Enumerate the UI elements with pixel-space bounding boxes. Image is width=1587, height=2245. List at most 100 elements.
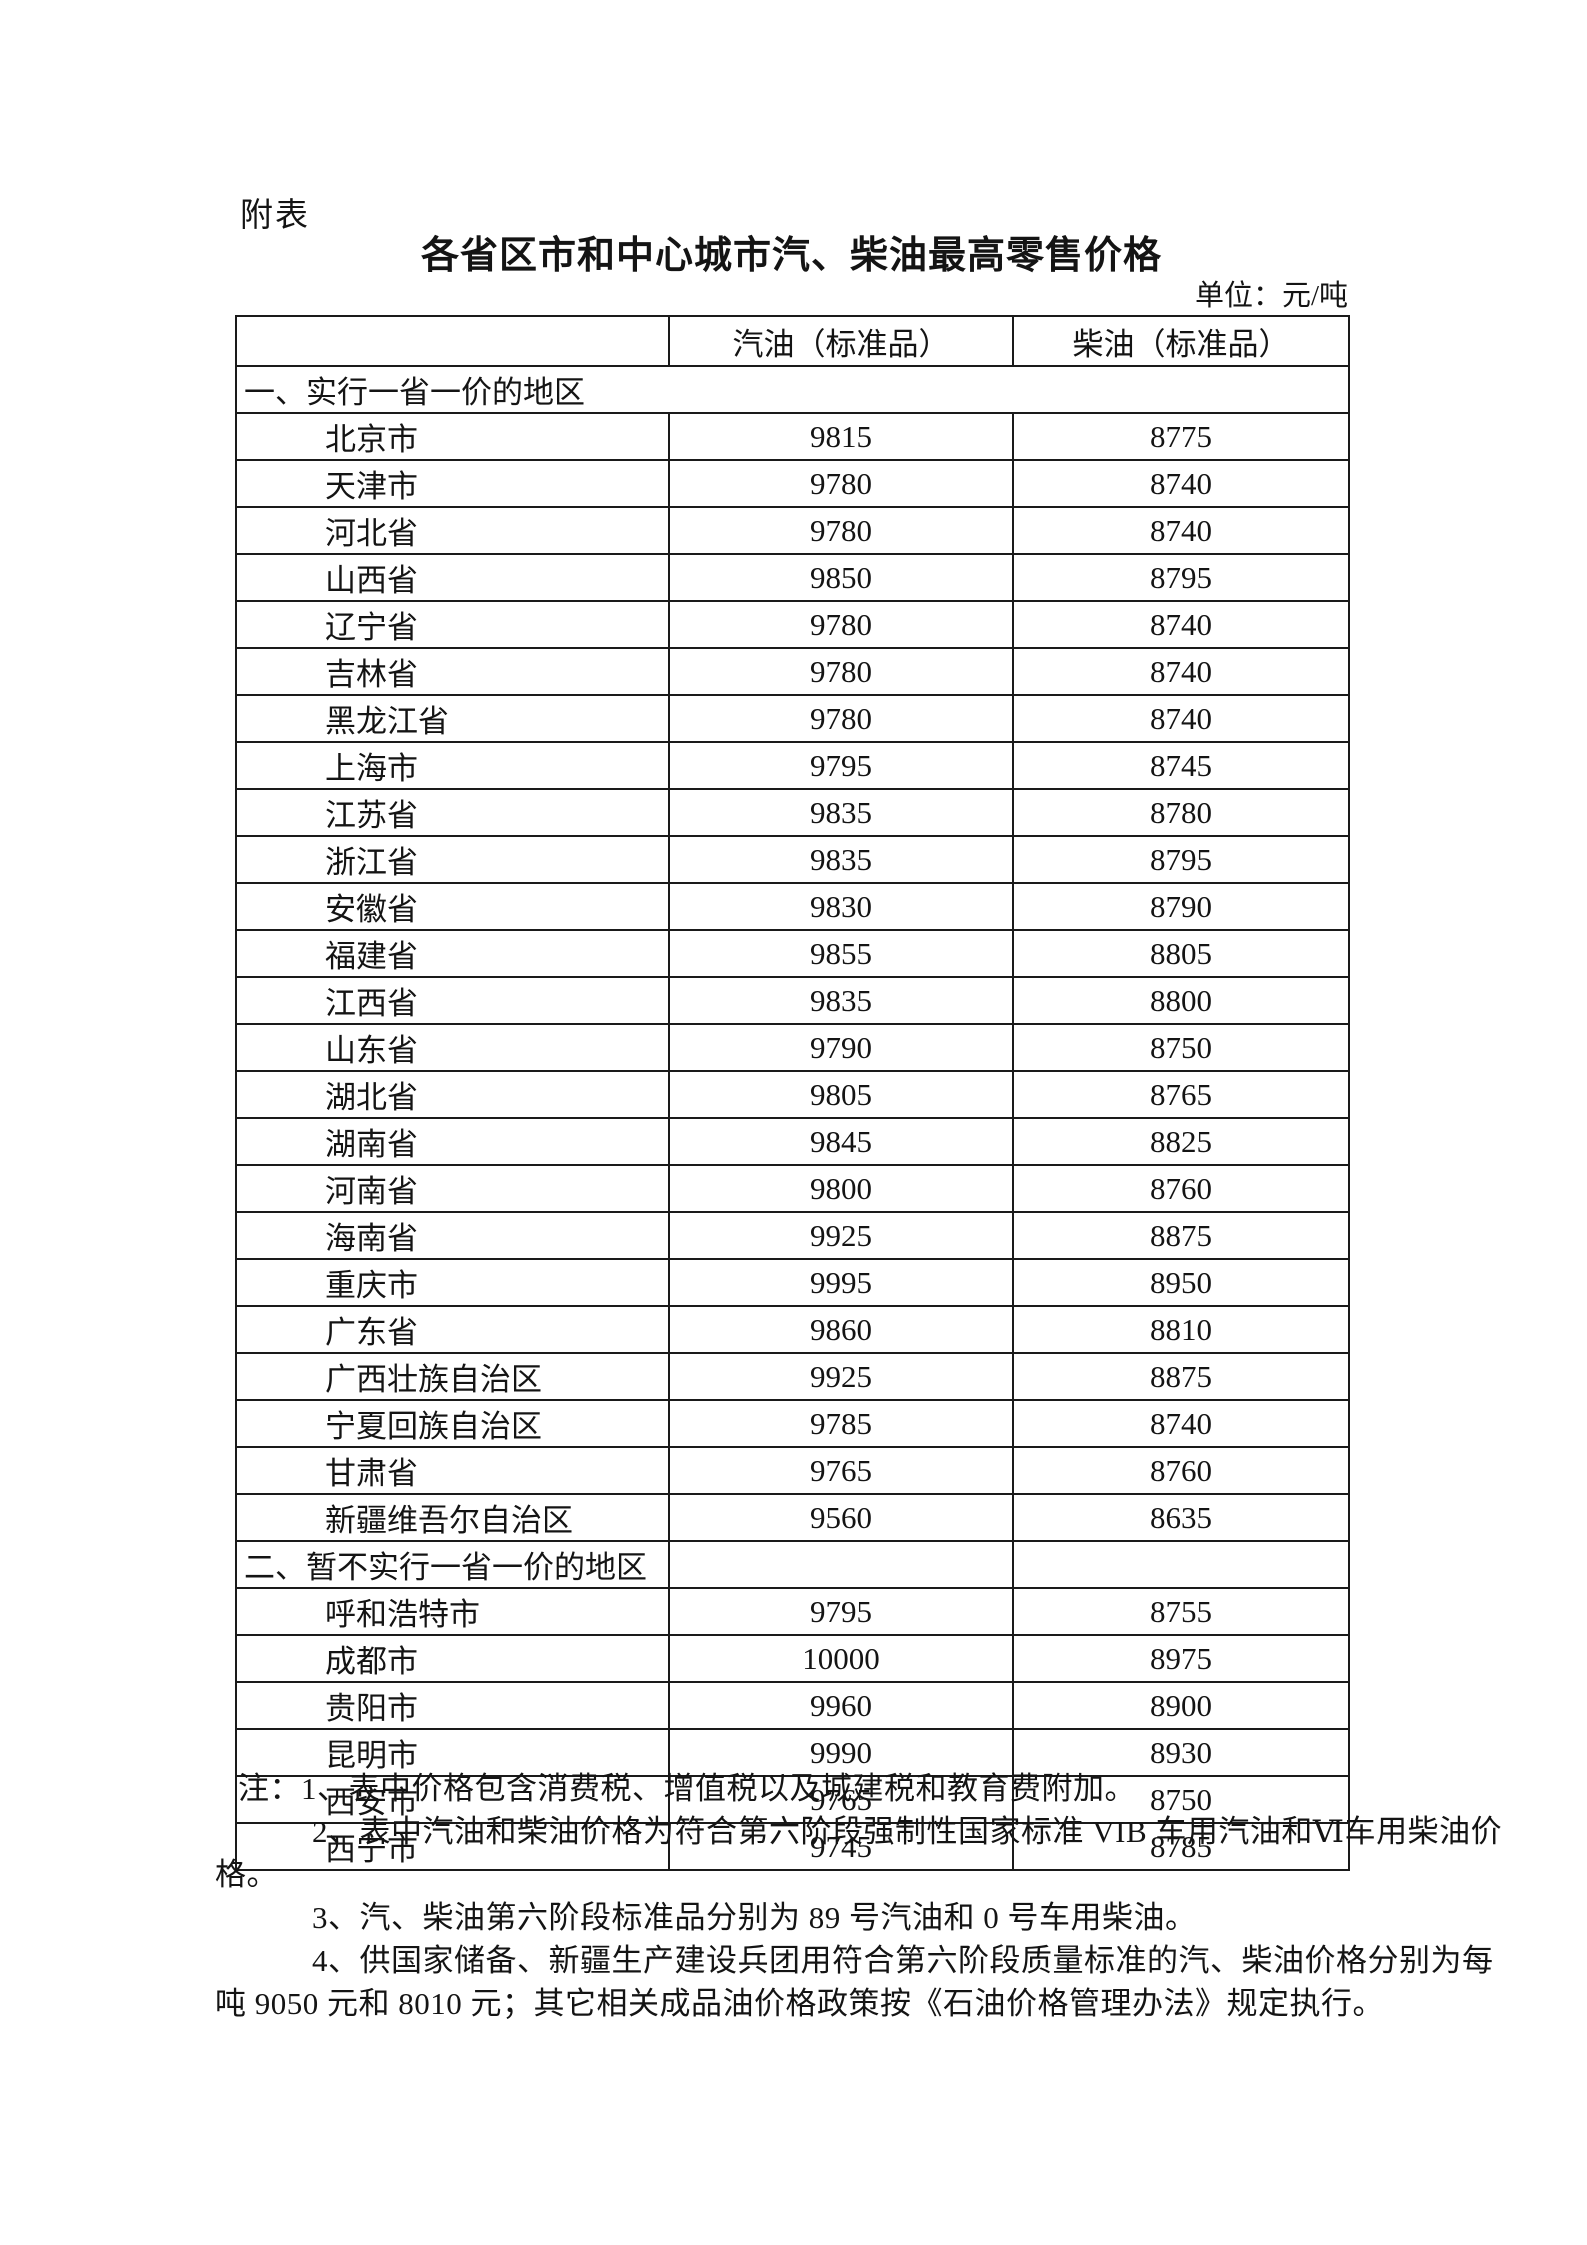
diesel-price-cell: 8635 [1012,1493,1350,1542]
region-name-cell: 山东省 [235,1023,670,1072]
gasoline-price-cell: 9805 [668,1070,1014,1119]
table-row: 重庆市 9995 8950 [235,1258,1350,1307]
table-row: 河南省 9800 8760 [235,1164,1350,1213]
region-name-cell: 江西省 [235,976,670,1025]
diesel-price-cell: 8740 [1012,506,1350,555]
table-row: 昆明市 9990 8930 [235,1728,1350,1777]
diesel-price-cell: 8795 [1012,835,1350,884]
region-name-cell: 广东省 [235,1305,670,1354]
price-table: 汽油（标准品） 柴油（标准品） 一、实行一省一价的地区 北京市 9815 8775 天津… [235,315,1350,1871]
gasoline-price-cell: 9835 [668,835,1014,884]
diesel-price-cell: 8875 [1012,1352,1350,1401]
region-name-cell: 北京市 [235,412,670,461]
region-name-cell: 上海市 [235,741,670,790]
region-name-cell: 天津市 [235,459,670,508]
attachment-label: 附表 [240,198,310,234]
table-row: 西安市 9765 8750 [235,1775,1350,1824]
region-name-cell: 湖北省 [235,1070,670,1119]
table-row: 成都市 10000 8975 [235,1634,1350,1683]
note-line: 4、供国家储备、新疆生产建设兵团用符合第六阶段质量标准的汽、柴油价格分别为每 [312,1943,1494,1978]
diesel-price-cell: 8780 [1012,788,1350,837]
diesel-price-cell: 8740 [1012,647,1350,696]
column-header-region [235,315,670,367]
diesel-price-cell: 8790 [1012,882,1350,931]
table-row: 江西省 9835 8800 [235,976,1350,1025]
region-name-cell: 贵阳市 [235,1681,670,1730]
gasoline-price-cell: 9855 [668,929,1014,978]
table-row: 海南省 9925 8875 [235,1211,1350,1260]
gasoline-price-cell: 9780 [668,459,1014,508]
table-row: 贵阳市 9960 8900 [235,1681,1350,1730]
table-row: 广东省 9860 8810 [235,1305,1350,1354]
region-name-cell: 广西壮族自治区 [235,1352,670,1401]
diesel-price-cell: 8805 [1012,929,1350,978]
table-row: 山西省 9850 8795 [235,553,1350,602]
gasoline-price-cell: 9745 [668,1822,1014,1871]
table-row: 黑龙江省 9780 8740 [235,694,1350,743]
table-row: 宁夏回族自治区 9785 8740 [235,1399,1350,1448]
diesel-price-cell: 8750 [1012,1023,1350,1072]
diesel-price-cell: 8760 [1012,1446,1350,1495]
table-row: 上海市 9795 8745 [235,741,1350,790]
diesel-price-cell: 8775 [1012,412,1350,461]
diesel-price-cell: 8800 [1012,976,1350,1025]
diesel-price-cell: 8740 [1012,1399,1350,1448]
region-name-cell: 西安市 [235,1775,670,1824]
table-row: 天津市 9780 8740 [235,459,1350,508]
region-name-cell: 山西省 [235,553,670,602]
diesel-price-cell: 8950 [1012,1258,1350,1307]
gasoline-price-cell: 9780 [668,600,1014,649]
region-name-cell: 安徽省 [235,882,670,931]
diesel-price-cell: 8740 [1012,694,1350,743]
empty-cell [1012,1540,1350,1589]
section-header-row: 二、暂不实行一省一价的地区 [235,1540,1350,1589]
table-row: 呼和浩特市 9795 8755 [235,1587,1350,1636]
table-row: 新疆维吾尔自治区 9560 8635 [235,1493,1350,1542]
gasoline-price-cell: 9860 [668,1305,1014,1354]
table-row: 甘肃省 9765 8760 [235,1446,1350,1495]
region-name-cell: 福建省 [235,929,670,978]
region-name-cell: 昆明市 [235,1728,670,1777]
table-row: 江苏省 9835 8780 [235,788,1350,837]
gasoline-price-cell: 9765 [668,1775,1014,1824]
diesel-price-cell: 8745 [1012,741,1350,790]
table-row: 广西壮族自治区 9925 8875 [235,1352,1350,1401]
diesel-price-cell: 8785 [1012,1822,1350,1871]
gasoline-price-cell: 9850 [668,553,1014,602]
gasoline-price-cell: 9560 [668,1493,1014,1542]
diesel-price-cell: 8875 [1012,1211,1350,1260]
region-name-cell: 河南省 [235,1164,670,1213]
table-row: 河北省 9780 8740 [235,506,1350,555]
unit-label: 单位：元/吨 [1194,280,1348,312]
section-header-row: 一、实行一省一价的地区 [235,365,1350,414]
diesel-price-cell: 8750 [1012,1775,1350,1824]
gasoline-price-cell: 9995 [668,1258,1014,1307]
region-name-cell: 河北省 [235,506,670,555]
gasoline-price-cell: 9780 [668,506,1014,555]
table-row: 吉林省 9780 8740 [235,647,1350,696]
gasoline-price-cell: 9835 [668,976,1014,1025]
gasoline-price-cell: 9785 [668,1399,1014,1448]
region-name-cell: 江苏省 [235,788,670,837]
region-name-cell: 吉林省 [235,647,670,696]
diesel-price-cell: 8825 [1012,1117,1350,1166]
table-row: 湖北省 9805 8765 [235,1070,1350,1119]
page-title: 各省区市和中心城市汽、柴油最高零售价格 [420,235,1162,277]
region-name-cell: 海南省 [235,1211,670,1260]
diesel-price-cell: 8765 [1012,1070,1350,1119]
diesel-price-cell: 8755 [1012,1587,1350,1636]
region-name-cell: 重庆市 [235,1258,670,1307]
table-row: 福建省 9855 8805 [235,929,1350,978]
gasoline-price-cell: 10000 [668,1634,1014,1683]
diesel-price-cell: 8900 [1012,1681,1350,1730]
table-row: 浙江省 9835 8795 [235,835,1350,884]
gasoline-price-cell: 9780 [668,694,1014,743]
price-table-body: 一、实行一省一价的地区 北京市 9815 8775 天津市 9780 8740 河北省 9780… [235,365,1350,1871]
gasoline-price-cell: 9795 [668,1587,1014,1636]
region-name-cell: 浙江省 [235,835,670,884]
section-header-label: 二、暂不实行一省一价的地区 [235,1540,670,1589]
table-row: 北京市 9815 8775 [235,412,1350,461]
gasoline-price-cell: 9845 [668,1117,1014,1166]
diesel-price-cell: 8810 [1012,1305,1350,1354]
